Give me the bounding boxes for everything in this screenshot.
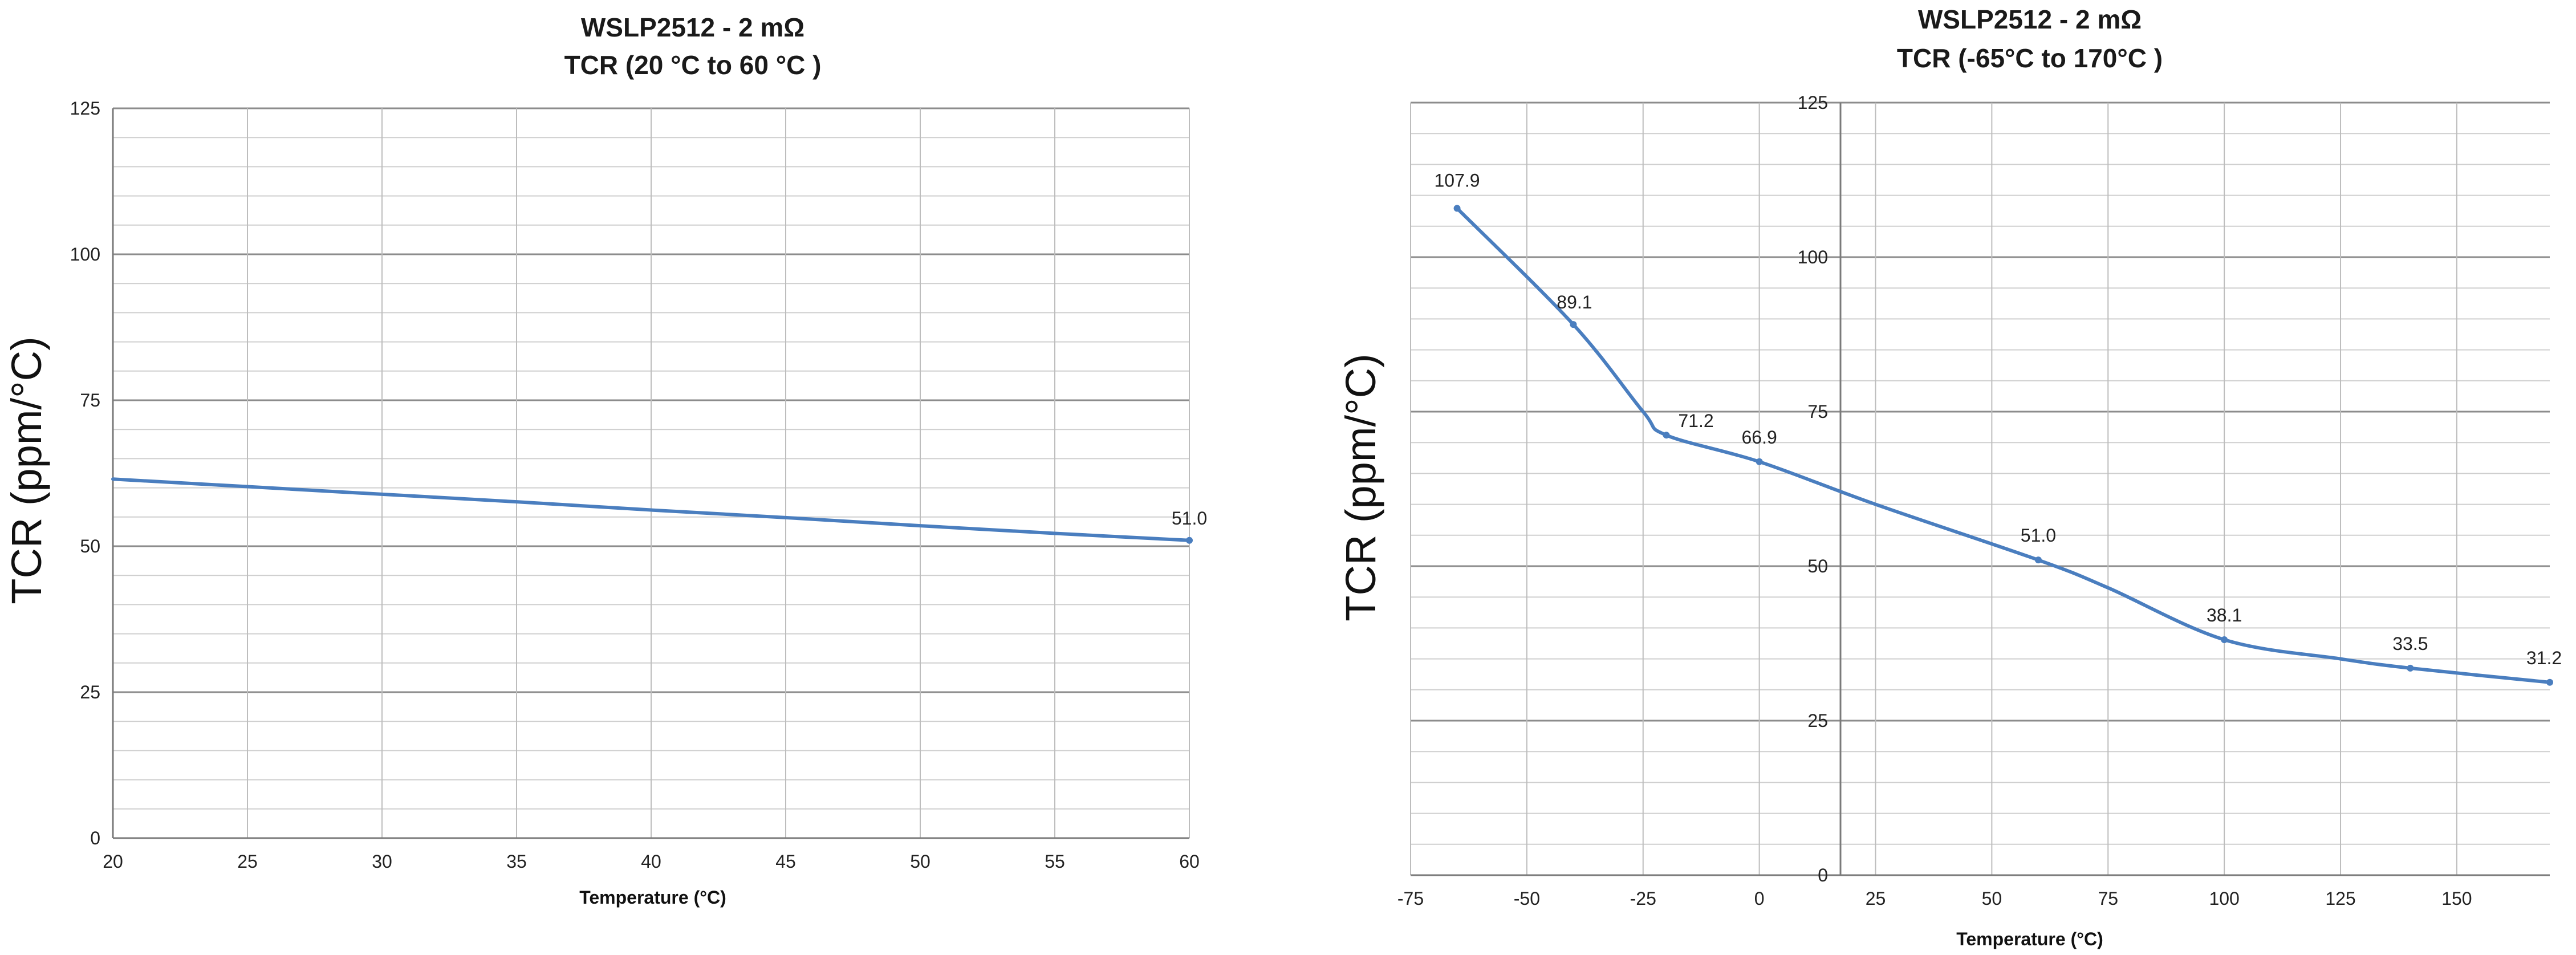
data-point (2034, 556, 2042, 564)
y-tick-label: 125 (1798, 92, 1828, 113)
x-tick-label: 35 (506, 851, 527, 872)
tcr-chart-minus65-to-170: WSLP2512 - 2 mΩ TCR (-65°C to 170°C ) TC… (1337, 5, 2562, 949)
y-tick-label: 125 (70, 98, 100, 119)
y-tick-label: 75 (80, 390, 100, 411)
x-tick-label: 45 (775, 851, 796, 872)
y-tick-label: 100 (1798, 247, 1828, 267)
data-label: 33.5 (2392, 633, 2428, 654)
data-label: 66.9 (1741, 427, 1777, 448)
data-label: 89.1 (1557, 292, 1592, 312)
x-tick-label: 60 (1179, 851, 1200, 872)
chart-panel-right: WSLP2512 - 2 mΩ TCR (-65°C to 170°C ) TC… (1328, 0, 2576, 955)
chart-panel-left: WSLP2512 - 2 mΩ TCR (20 °C to 60 °C ) TC… (0, 0, 1254, 955)
data-point (2546, 678, 2553, 686)
x-tick-label: 25 (1866, 888, 1886, 909)
y-tick-label: 50 (1807, 556, 1828, 576)
gridlines (112, 107, 1190, 839)
x-axis-label: Temperature (°C) (1956, 929, 2103, 949)
tcr-chart-20-to-60: WSLP2512 - 2 mΩ TCR (20 °C to 60 °C ) TC… (3, 13, 1208, 908)
chart-subtitle: TCR (-65°C to 170°C ) (1897, 43, 2163, 73)
data-label: 51.0 (1172, 508, 1207, 529)
x-tick-label: -50 (1514, 888, 1540, 909)
y-tick-label: 0 (1818, 865, 1828, 885)
data-point (1756, 458, 1763, 465)
data-point (1186, 537, 1193, 544)
x-tick-label: 75 (2098, 888, 2118, 909)
chart-title: WSLP2512 - 2 mΩ (581, 13, 805, 42)
y-axis-label: TCR (ppm/°C) (3, 336, 50, 604)
x-tick-label: 20 (103, 851, 123, 872)
data-label: 38.1 (2207, 605, 2242, 625)
y-tick-label: 100 (70, 244, 100, 265)
x-tick-label: 0 (1754, 888, 1765, 909)
y-tick-label: 25 (1807, 710, 1828, 731)
plot-area: 0 25 50 75 100 125 20 25 30 35 40 45 50 55 60 51.0 (70, 98, 1208, 872)
x-tick-label: -75 (1397, 888, 1424, 909)
y-tick-label: 75 (1807, 401, 1828, 422)
x-tick-label: 55 (1045, 851, 1065, 872)
x-tick-label: 50 (910, 851, 931, 872)
x-tick-label: 100 (2209, 888, 2239, 909)
x-tick-label: 50 (1982, 888, 2002, 909)
data-point (2221, 636, 2228, 643)
x-tick-label: 30 (372, 851, 392, 872)
x-tick-label: 150 (2441, 888, 2472, 909)
series-line (111, 477, 1191, 542)
x-axis-label: Temperature (°C) (579, 887, 726, 908)
y-tick-label: 0 (90, 828, 100, 848)
data-point (1453, 205, 1461, 212)
series-line (1455, 206, 2551, 684)
y-tick-label: 25 (80, 682, 100, 702)
data-point (1570, 321, 1577, 328)
data-label: 107.9 (1435, 170, 1480, 190)
data-point (2407, 664, 2414, 672)
y-tick-label: 50 (80, 536, 100, 556)
chart-subtitle: TCR (20 °C to 60 °C ) (564, 50, 822, 80)
plot-area: 0 25 50 75 100 125 -75 -50 -25 0 25 50 75 100 125 150 10… (1397, 92, 2562, 909)
x-tick-label: 125 (2325, 888, 2355, 909)
x-tick-label: 25 (237, 851, 258, 872)
chart-title: WSLP2512 - 2 mΩ (1918, 5, 2142, 34)
data-point (1663, 432, 1670, 439)
data-label: 31.2 (2526, 648, 2562, 668)
x-tick-label: -25 (1630, 888, 1656, 909)
data-label: 71.2 (1678, 411, 1713, 431)
gridlines (1410, 101, 2550, 876)
x-tick-label: 40 (641, 851, 661, 872)
y-axis-label: TCR (ppm/°C) (1337, 353, 1384, 621)
data-label: 51.0 (2021, 525, 2056, 546)
